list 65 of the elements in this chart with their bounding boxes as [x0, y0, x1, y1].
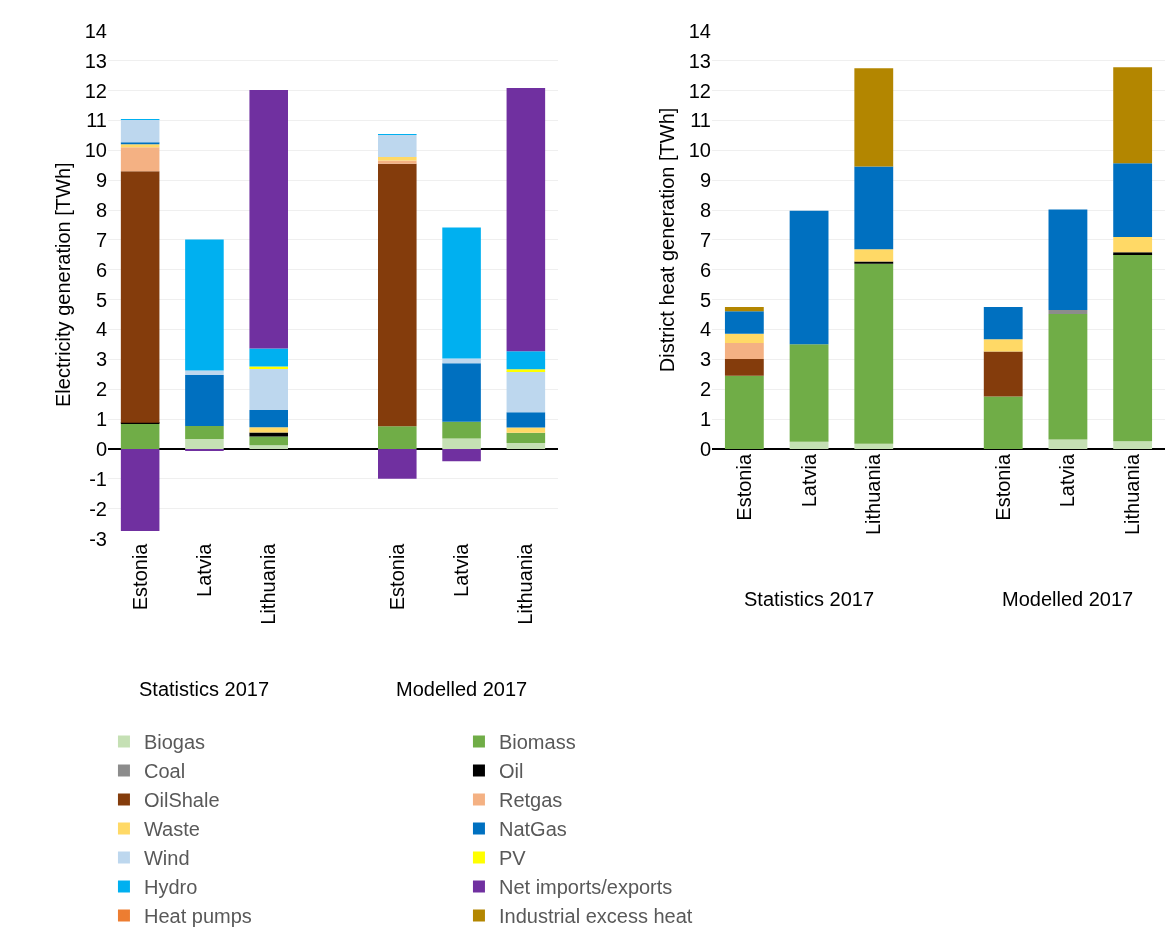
x-tick-label: Latvia	[450, 542, 473, 597]
y-tick-label: 1	[95, 408, 107, 431]
legend-label: Retgas	[498, 789, 563, 812]
legend-label: Biomass	[498, 731, 576, 754]
x-tick-label: Latvia	[797, 453, 820, 508]
x-tick-label: Latvia	[1056, 453, 1079, 508]
y-tick-label: 9	[699, 169, 711, 192]
legend-label: Industrial excess heat	[498, 905, 693, 928]
y-tick-label: 14	[688, 19, 711, 42]
text: Statistics 2017	[139, 678, 270, 700]
y-tick-label: 11	[86, 109, 107, 132]
x-tick-label: Lithuania	[257, 542, 280, 625]
y-tick-label: 6	[95, 258, 107, 281]
y-tick-label: -2	[89, 497, 107, 520]
y-tick-label: 7	[95, 228, 107, 251]
y-tick-label: 0	[699, 437, 711, 460]
y-tick-label: 9	[95, 169, 107, 192]
y-tick-label: 7	[699, 228, 711, 251]
x-tick-label: Lithuania	[862, 453, 885, 536]
y-tick-label: 4	[699, 318, 711, 341]
text: Modelled 2017	[396, 678, 528, 700]
legend-label: Biogas	[143, 731, 206, 754]
legend-label: PV	[498, 847, 527, 870]
y-tick-label: -1	[89, 467, 107, 490]
legend-label: Coal	[143, 760, 186, 783]
legend-label: NatGas	[498, 818, 567, 841]
y-tick-label: 2	[95, 378, 107, 401]
legend-label: Oil	[498, 760, 524, 783]
y-tick-label: 4	[95, 318, 107, 341]
y-tick-label: 3	[699, 348, 711, 371]
legend-label: Waste	[143, 818, 200, 841]
y-tick-label: 3	[95, 348, 107, 371]
y-tick-label: 0	[95, 437, 107, 460]
y-axis-title: Electricity generation [TWh]	[52, 162, 75, 407]
x-tick-label: Lithuania	[514, 542, 537, 625]
y-tick-label: 2	[699, 378, 711, 401]
y-tick-label: 13	[84, 49, 107, 72]
legend-label: Heat pumps	[143, 905, 252, 928]
x-tick-label: Estonia	[128, 542, 151, 611]
y-tick-label: 8	[95, 199, 107, 222]
x-tick-label: Estonia	[991, 453, 1014, 521]
y-tick-label: 8	[699, 199, 711, 222]
y-tick-label: 11	[690, 109, 711, 132]
y-axis-title: District heat generation [TWh]	[656, 107, 679, 373]
legend-label: Net imports/exports	[498, 876, 673, 899]
y-tick-label: 12	[688, 79, 711, 102]
y-tick-label: 12	[84, 79, 107, 102]
y-tick-label: 6	[699, 258, 711, 281]
x-tick-label: Latvia	[192, 542, 215, 597]
y-tick-label: 1	[699, 408, 711, 431]
y-tick-label: 10	[84, 139, 107, 162]
text: Statistics 2017	[744, 588, 875, 610]
y-tick-label: 13	[688, 49, 711, 72]
y-tick-label: 5	[95, 288, 107, 311]
y-tick-label: 14	[84, 19, 107, 42]
y-tick-label: 10	[688, 139, 711, 162]
legend-label: OilShale	[143, 789, 220, 812]
x-tick-label: Estonia	[732, 453, 755, 521]
legend-label: Hydro	[143, 876, 198, 899]
legend-label: Wind	[143, 847, 190, 870]
y-tick-label: 5	[699, 288, 711, 311]
y-tick-label: -3	[89, 527, 107, 550]
text: Modelled 2017	[1002, 588, 1134, 610]
x-tick-label: Estonia	[385, 542, 408, 611]
x-tick-label: Lithuania	[1121, 453, 1144, 536]
